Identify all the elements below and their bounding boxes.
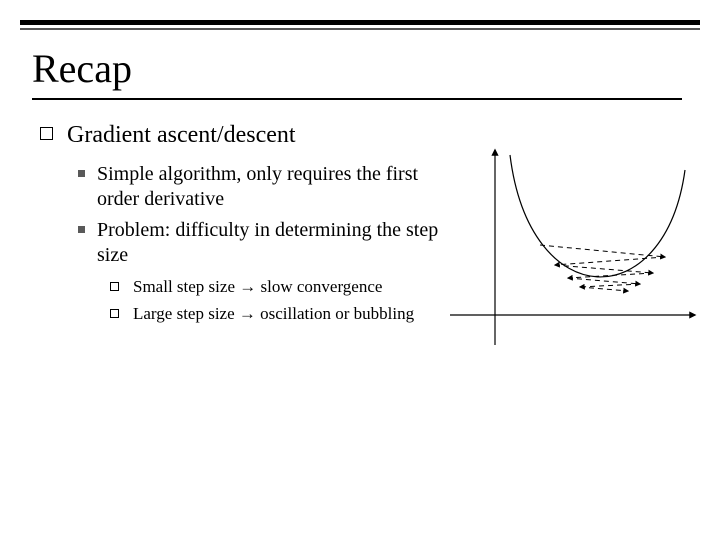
decorative-top-bar bbox=[20, 20, 700, 30]
bullet-l1-text: Gradient ascent/descent bbox=[67, 120, 296, 150]
filled-square-icon bbox=[78, 170, 85, 177]
bullet-level2: Problem: difficulty in determining the s… bbox=[78, 218, 440, 268]
gradient-descent-diagram bbox=[440, 145, 700, 365]
content-area: Gradient ascent/descent Simple algorithm… bbox=[0, 120, 720, 370]
level3-group: Small step size → slow convergence Large… bbox=[110, 276, 440, 325]
filled-square-icon bbox=[78, 226, 85, 233]
slide-title: Recap bbox=[32, 45, 720, 92]
bullet-l2-text: Problem: difficulty in determining the s… bbox=[97, 218, 440, 268]
bullet-level3: Large step size → oscillation or bubblin… bbox=[110, 303, 440, 324]
bullet-level2: Simple algorithm, only requires the firs… bbox=[78, 162, 440, 212]
figure-column bbox=[440, 120, 720, 370]
hollow-square-icon bbox=[40, 127, 53, 140]
title-underline bbox=[32, 98, 682, 100]
bullet-l2-text: Simple algorithm, only requires the firs… bbox=[97, 162, 440, 212]
hollow-square-icon bbox=[110, 309, 119, 318]
parabola-curve bbox=[510, 155, 685, 277]
bullet-l3-text: Large step size → oscillation or bubblin… bbox=[133, 303, 414, 324]
hollow-square-icon bbox=[110, 282, 119, 291]
bullet-l3-text: Small step size → slow convergence bbox=[133, 276, 382, 297]
slide: Recap Gradient ascent/descent Simple alg… bbox=[0, 20, 720, 560]
bar-thin bbox=[20, 28, 700, 30]
level2-group: Simple algorithm, only requires the firs… bbox=[78, 162, 440, 325]
oscillation-path bbox=[540, 245, 665, 291]
bullet-level1: Gradient ascent/descent bbox=[40, 120, 440, 150]
text-column: Gradient ascent/descent Simple algorithm… bbox=[0, 120, 440, 370]
bullet-level3: Small step size → slow convergence bbox=[110, 276, 440, 297]
